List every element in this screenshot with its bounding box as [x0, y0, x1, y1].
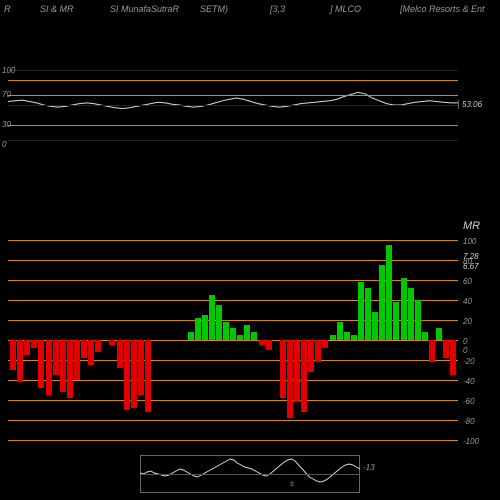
mr-value-2: 6.67 — [460, 262, 479, 271]
mr-bar — [46, 340, 52, 395]
mr-bar — [322, 340, 328, 348]
mr-bar — [202, 315, 208, 340]
bottom-label: s — [290, 479, 294, 488]
chart-header: R SI & MR SI MunafaSutraR SETM) [3,3 ] MLCO [M… — [0, 4, 500, 18]
rsi-value: 53.06 — [458, 100, 482, 109]
mr-bar — [223, 322, 229, 340]
mr-bar — [379, 265, 385, 340]
axis-tick: 60 — [463, 277, 472, 286]
mr-panel: 100806040200 0-20-40-60-80-100MR7.286.67 — [8, 240, 458, 440]
header-text: SETM) — [200, 4, 228, 14]
axis-tick: 20 — [463, 317, 472, 326]
mr-bar — [294, 340, 300, 402]
header-text: R — [4, 4, 11, 14]
header-text: ] MLCO — [330, 4, 361, 14]
mr-bar — [330, 335, 336, 340]
axis-tick: 0 — [2, 140, 6, 149]
mr-bar — [145, 340, 151, 412]
mr-bar — [436, 328, 442, 340]
mr-bar — [109, 340, 115, 345]
bottom-value: -13 — [363, 463, 375, 472]
axis-tick: 100 — [2, 66, 15, 75]
bottom-panel: -13s — [140, 455, 360, 493]
mr-bar — [31, 340, 37, 348]
mr-bar — [259, 340, 265, 345]
axis-tick: 40 — [463, 297, 472, 306]
mr-bar — [131, 340, 137, 408]
header-text: SI MunafaSutraR — [110, 4, 179, 14]
mr-bar — [209, 295, 215, 340]
header-text: [3,3 — [270, 4, 285, 14]
mr-bar — [372, 312, 378, 340]
mr-bar — [38, 340, 44, 388]
mr-bar — [81, 340, 87, 358]
axis-tick: -60 — [463, 397, 475, 406]
mr-bar — [337, 322, 343, 340]
mr-bar — [301, 340, 307, 412]
mr-bar — [415, 300, 421, 340]
mr-bar — [124, 340, 130, 410]
mr-bar — [365, 288, 371, 340]
mr-bar — [308, 340, 314, 372]
header-text: SI & MR — [40, 4, 74, 14]
mr-bar — [351, 335, 357, 340]
mr-bar — [230, 328, 236, 340]
mr-bar — [188, 332, 194, 340]
mr-bar — [386, 245, 392, 340]
mr-bar — [67, 340, 73, 398]
mr-bar — [315, 340, 321, 362]
rsi-panel: 1007030053.06 — [8, 70, 458, 140]
mr-bar — [10, 340, 16, 370]
mr-bar — [237, 335, 243, 340]
mr-bar — [195, 318, 201, 340]
mr-bar — [95, 340, 101, 352]
mr-bar — [358, 282, 364, 340]
mr-bar — [422, 332, 428, 340]
mr-bar — [266, 340, 272, 350]
axis-tick: -80 — [463, 417, 475, 426]
mr-bar — [443, 340, 449, 358]
mr-bar — [280, 340, 286, 398]
mr-bar — [138, 340, 144, 395]
axis-tick: -40 — [463, 377, 475, 386]
mr-bar — [244, 325, 250, 340]
mr-bar — [60, 340, 66, 392]
mr-bar — [408, 288, 414, 340]
mr-bar — [344, 332, 350, 340]
mr-bar — [287, 340, 293, 418]
mr-bar — [251, 332, 257, 340]
mr-bar — [74, 340, 80, 380]
axis-tick: 100 — [463, 237, 476, 246]
mr-bar — [450, 340, 456, 375]
axis-tick: -100 — [463, 437, 479, 446]
mr-label: MR — [463, 220, 480, 232]
axis-tick: 0 0 — [463, 337, 467, 355]
mr-bar — [117, 340, 123, 368]
axis-tick: 30 — [2, 120, 11, 129]
axis-tick: 70 — [2, 90, 11, 99]
mr-bar — [216, 305, 222, 340]
mr-bar — [401, 278, 407, 340]
axis-tick: -20 — [463, 357, 475, 366]
mr-bar — [17, 340, 23, 382]
mr-bar — [393, 302, 399, 340]
mr-bar — [24, 340, 30, 355]
mr-bar — [88, 340, 94, 365]
header-text: [Melco Resorts & Ent — [400, 4, 485, 14]
mr-bar — [53, 340, 59, 375]
mr-value: 7.28 — [460, 252, 479, 261]
mr-bar — [429, 340, 435, 362]
